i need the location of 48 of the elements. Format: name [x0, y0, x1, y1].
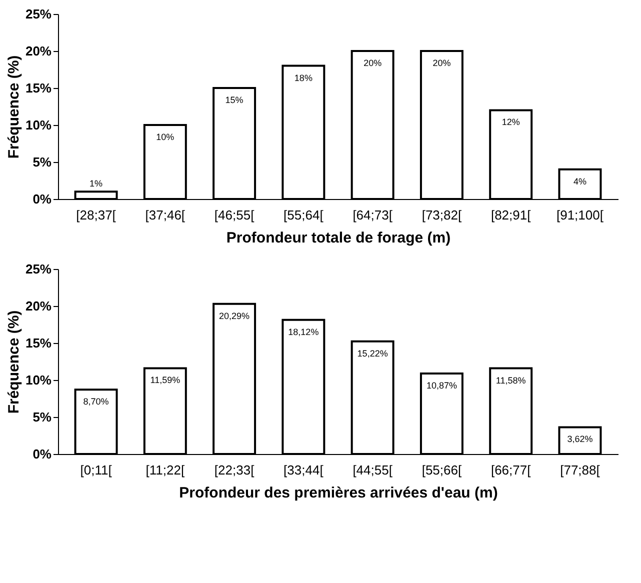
data-label: 15%: [225, 95, 244, 105]
data-label: 11,58%: [496, 375, 526, 386]
data-label: 18,12%: [288, 326, 319, 337]
y-tick-label: 10%: [25, 118, 52, 132]
x-tick-label: [33;44[: [284, 462, 324, 478]
y-axis-title: Fréquence (%): [5, 55, 22, 159]
y-tick-label: 25%: [25, 6, 52, 22]
y-tick-label: 20%: [25, 44, 52, 58]
data-label: 15,22%: [357, 348, 388, 358]
y-tick-label: 15%: [25, 80, 52, 96]
data-label: 3,62%: [567, 434, 593, 444]
y-tick-label: 5%: [32, 410, 52, 424]
x-tick-label: [82;91[: [490, 208, 532, 222]
x-tick-label: [0;11[: [80, 462, 112, 478]
data-label: 20,29%: [219, 310, 250, 321]
x-tick-label: [77;88[: [560, 462, 600, 478]
x-tick-label: [22;33[: [214, 462, 255, 478]
y-tick-label: 10%: [25, 372, 52, 388]
x-tick-label: [55;64[: [284, 208, 324, 222]
x-tick-label: [64;73[: [352, 208, 393, 222]
data-label: 4%: [573, 176, 586, 186]
y-tick-label: 20%: [25, 298, 52, 314]
x-tick-label: [37;46[: [145, 208, 186, 222]
x-tick-label: [55;66[: [422, 462, 462, 478]
y-tick-label: 5%: [32, 154, 52, 170]
data-label: 18%: [294, 72, 312, 83]
data-label: 8,70%: [83, 396, 109, 407]
data-label: 1%: [90, 178, 103, 189]
x-tick-label: [73;82[: [422, 208, 462, 222]
data-label: 10%: [156, 132, 174, 142]
x-tick-label: [11;22[: [146, 462, 185, 478]
x-axis-title: Profondeur totale de forage (m): [226, 230, 451, 246]
data-label: 11,59%: [150, 375, 180, 386]
x-tick-label: [91;100[: [556, 208, 604, 222]
x-axis-title: Profondeur des premières arrivées d'eau (m): [179, 484, 498, 502]
data-label: 20%: [432, 58, 451, 68]
x-tick-label: [46;55[: [214, 208, 255, 222]
data-label: 20%: [364, 58, 382, 68]
y-tick-label: 0%: [32, 192, 52, 206]
data-label: 12%: [502, 117, 520, 128]
y-tick-label: 25%: [25, 262, 52, 276]
x-tick-label: [44;55[: [352, 462, 393, 478]
x-tick-label: [66;77[: [490, 462, 532, 478]
y-tick-label: 15%: [25, 336, 52, 350]
data-label: 10,87%: [426, 380, 457, 391]
y-tick-label: 0%: [32, 446, 52, 462]
x-tick-label: [28;37[: [76, 208, 116, 222]
y-axis-title: Fréquence (%): [5, 310, 22, 414]
